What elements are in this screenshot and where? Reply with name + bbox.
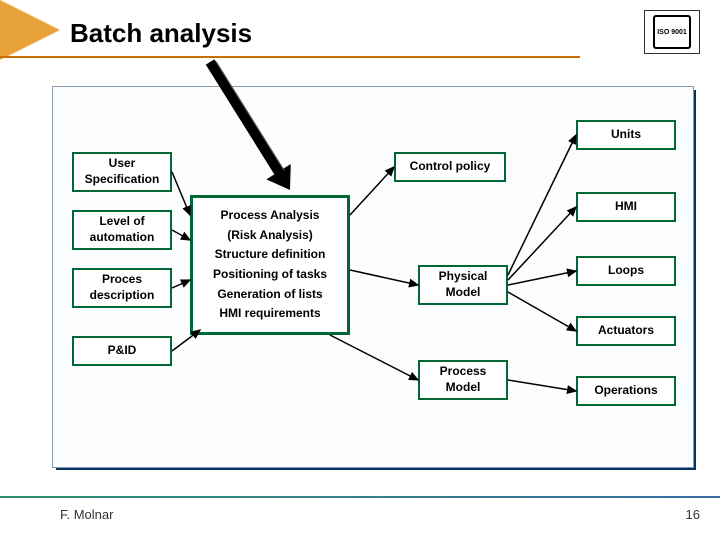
node-pid: P&ID bbox=[72, 336, 172, 366]
node-actuators: Actuators bbox=[576, 316, 676, 346]
node-operations: Operations bbox=[576, 376, 676, 406]
node-physical-model: Physical Model bbox=[418, 265, 508, 305]
node-user-spec: User Specification bbox=[72, 152, 172, 192]
node-hmi: HMI bbox=[576, 192, 676, 222]
node-loops: Loops bbox=[576, 256, 676, 286]
center-process-analysis-box: Process Analysis (Risk Analysis) Structure… bbox=[190, 195, 350, 335]
top-divider bbox=[0, 56, 580, 58]
page-title: Batch analysis bbox=[70, 18, 252, 49]
footer-author: F. Molnar bbox=[60, 507, 113, 522]
corner-triangle bbox=[0, 0, 60, 60]
center-box-line: Process Analysis bbox=[221, 208, 320, 224]
node-control-policy: Control policy bbox=[394, 152, 506, 182]
iso-logo-text: ISO 9001 bbox=[653, 15, 691, 49]
slide: Batch analysis ISO 9001 User Specificati… bbox=[0, 0, 720, 540]
footer-page-number: 16 bbox=[686, 507, 700, 522]
center-box-line: HMI requirements bbox=[219, 306, 320, 322]
center-box-line: (Risk Analysis) bbox=[227, 228, 313, 244]
bottom-divider bbox=[0, 496, 720, 498]
center-box-line: Generation of lists bbox=[217, 287, 322, 303]
node-level-auto: Level of automation bbox=[72, 210, 172, 250]
center-box-line: Positioning of tasks bbox=[213, 267, 327, 283]
node-proc-desc: Proces description bbox=[72, 268, 172, 308]
node-units: Units bbox=[576, 120, 676, 150]
iso-logo: ISO 9001 bbox=[644, 10, 700, 54]
center-box-line: Structure definition bbox=[215, 247, 326, 263]
node-process-model: Process Model bbox=[418, 360, 508, 400]
